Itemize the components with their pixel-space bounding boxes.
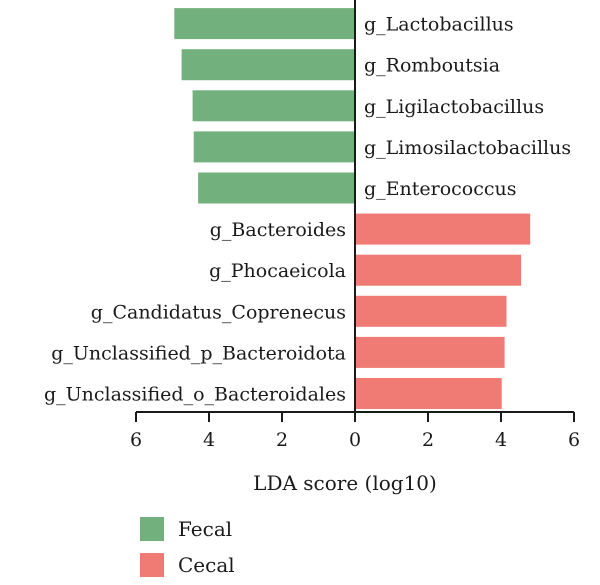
x-tick-label: 4: [495, 429, 507, 451]
x-axis-label: LDA score (log10): [253, 471, 437, 495]
x-tick-label: 0: [349, 429, 361, 451]
category-label: g_Unclassified_p_Bacteroidota: [51, 342, 346, 364]
category-label: g_Unclassified_o_Bacteroidales: [44, 384, 346, 406]
bar-g-ligilactobacillus: [192, 90, 355, 122]
x-tick-label: 2: [276, 429, 288, 451]
bars-group: [174, 8, 531, 409]
x-tick-label: 4: [203, 429, 215, 451]
bar-g-phocaeicola: [355, 254, 522, 286]
legend-label-cecal: Cecal: [178, 553, 235, 577]
x-tick-label: 6: [568, 429, 580, 451]
x-axis: 6 4 2 0 2 4 6: [130, 411, 580, 451]
legend-swatch-fecal: [140, 517, 164, 541]
bar-g-bacteroides: [355, 213, 531, 245]
category-label: g_Enterococcus: [364, 178, 517, 200]
bar-g-unclassified-p-bacteroidota: [355, 336, 505, 368]
bar-g-candidatus-coprenecus: [355, 295, 507, 327]
category-label: g_Candidatus_Coprenecus: [91, 301, 346, 323]
bar-g-limosilactobacillus: [193, 131, 355, 163]
legend-swatch-cecal: [140, 553, 164, 577]
category-label: g_Romboutsia: [364, 55, 500, 77]
category-label: g_Ligilactobacillus: [364, 96, 544, 118]
category-label: g_Phocaeicola: [209, 260, 346, 282]
legend-label-fecal: Fecal: [178, 517, 232, 541]
category-label: g_Lactobacillus: [364, 14, 514, 36]
category-label: g_Limosilactobacillus: [364, 137, 571, 159]
x-tick-label: 2: [422, 429, 434, 451]
bar-g-lactobacillus: [174, 8, 355, 40]
legend: Fecal Cecal: [140, 517, 235, 577]
bar-g-unclassified-o-bacteroidales: [355, 378, 502, 409]
x-tick-label: 6: [130, 429, 142, 451]
category-labels-group: g_Lactobacillus g_Romboutsia g_Ligilactoba…: [44, 14, 571, 406]
bar-g-enterococcus: [198, 172, 355, 204]
category-label: g_Bacteroides: [210, 219, 346, 241]
bar-g-romboutsia: [181, 49, 355, 81]
